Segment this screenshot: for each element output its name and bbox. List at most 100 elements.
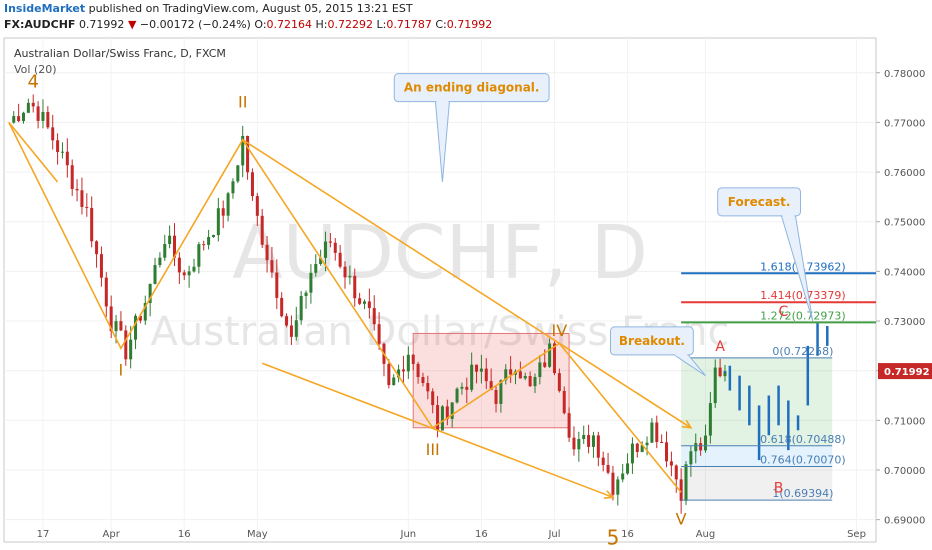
candle-down [328, 241, 332, 243]
candle-up [533, 377, 537, 387]
candle-up [616, 479, 620, 495]
callout-text: Breakout. [619, 334, 685, 348]
candle-up [523, 375, 527, 379]
candle-up [650, 422, 654, 443]
candle-up [12, 116, 16, 123]
fib-levels: 1.618(0.73962)1.414(0.73379)1.272(0.7297… [681, 260, 876, 501]
candle-up [26, 102, 30, 113]
candle-down [387, 363, 391, 386]
candle-up [153, 265, 157, 284]
wave-label: C [779, 304, 789, 320]
candle-up [168, 235, 172, 244]
candle-up [723, 371, 727, 377]
fib-label: 0.618(0.70488) [760, 433, 846, 446]
candle-down [250, 172, 254, 197]
candle-down [246, 136, 250, 173]
fib-label: 1(0.69394) [772, 487, 833, 500]
publish-info: InsideMarket published on TradingView.co… [4, 2, 413, 15]
candle-up [216, 208, 220, 236]
candle-down [465, 386, 469, 390]
wave-label: V [676, 510, 687, 529]
candle-down [372, 308, 376, 325]
candle-down [567, 413, 571, 438]
candle-up [626, 463, 630, 474]
candle-down [119, 321, 123, 331]
candle-up [241, 136, 245, 166]
candle-down [221, 208, 225, 216]
candle-up [621, 473, 625, 480]
candle-down [528, 375, 532, 387]
legend-vol: Vol (20) [14, 63, 57, 76]
publisher-link[interactable]: InsideMarket [4, 2, 86, 15]
y-tick-label: 0.69000 [884, 516, 925, 527]
y-tick-label: 0.77000 [884, 118, 925, 129]
wave-label: II [238, 93, 247, 112]
fib-zone-lower [681, 466, 833, 501]
callout-tail [674, 354, 706, 377]
y-tick-label: 0.74000 [884, 267, 925, 278]
candle-up [470, 364, 474, 390]
y-tick-label: 0.76000 [884, 168, 925, 179]
callout-tail [434, 101, 450, 183]
candle-down [280, 297, 284, 317]
y-tick-label: 0.70000 [884, 466, 925, 477]
candle-up [129, 339, 133, 360]
candle-down [494, 390, 498, 404]
x-tick-label: 16 [621, 529, 634, 540]
candle-up [158, 257, 162, 266]
y-tick-label: 0.71000 [884, 416, 925, 427]
wave-label: 4 [28, 72, 39, 93]
candle-down [445, 406, 449, 419]
candle-down [475, 364, 479, 372]
candle-down [665, 442, 669, 462]
candle-down [109, 306, 113, 332]
y-tick-label: 0.73000 [884, 317, 925, 328]
candle-up [294, 320, 298, 337]
callout-text: Forecast. [728, 195, 791, 209]
candle-down [90, 207, 94, 242]
candle-up [392, 377, 396, 386]
low-label: L: [376, 18, 387, 31]
candle-down [358, 298, 362, 304]
change-value: −0.00172 (−0.24%) [139, 18, 251, 31]
candle-down [518, 371, 522, 379]
candle-down [572, 437, 576, 450]
candle-down [489, 381, 493, 391]
candle-down [46, 111, 50, 128]
candle-up [143, 302, 147, 321]
candle-up [455, 388, 459, 403]
candle-down [562, 390, 566, 414]
candle-down [172, 235, 177, 258]
watermark-line1: AUDCHF, D [232, 210, 648, 296]
wave-lines [8, 121, 693, 499]
candle-down [509, 369, 513, 375]
candle-up [211, 235, 215, 237]
candle-up [304, 292, 308, 296]
candle-down [421, 377, 425, 383]
candle-down [95, 241, 99, 255]
candle-up [348, 275, 352, 278]
callout-box [717, 187, 801, 217]
candle-up [694, 443, 698, 452]
wave-label: A [715, 339, 725, 355]
candle-down [611, 472, 615, 495]
candle-down [138, 315, 142, 321]
candle-down [104, 277, 108, 307]
x-tick-label: Jul [547, 529, 560, 540]
candle-up [226, 193, 230, 216]
candle-up [114, 321, 118, 332]
candle-down [484, 368, 488, 382]
candle-down [177, 257, 181, 273]
x-tick-label: Jun [400, 529, 417, 540]
candle-down [36, 106, 40, 121]
fib-label: 0.764(0.70070) [760, 454, 846, 467]
candle-up [163, 243, 167, 258]
candle-up [319, 257, 323, 265]
channel-line [242, 139, 692, 429]
close-label: C: [435, 18, 447, 31]
close-value: 0.71992 [446, 18, 493, 31]
candle-up [591, 435, 595, 447]
candle-down [70, 165, 74, 189]
